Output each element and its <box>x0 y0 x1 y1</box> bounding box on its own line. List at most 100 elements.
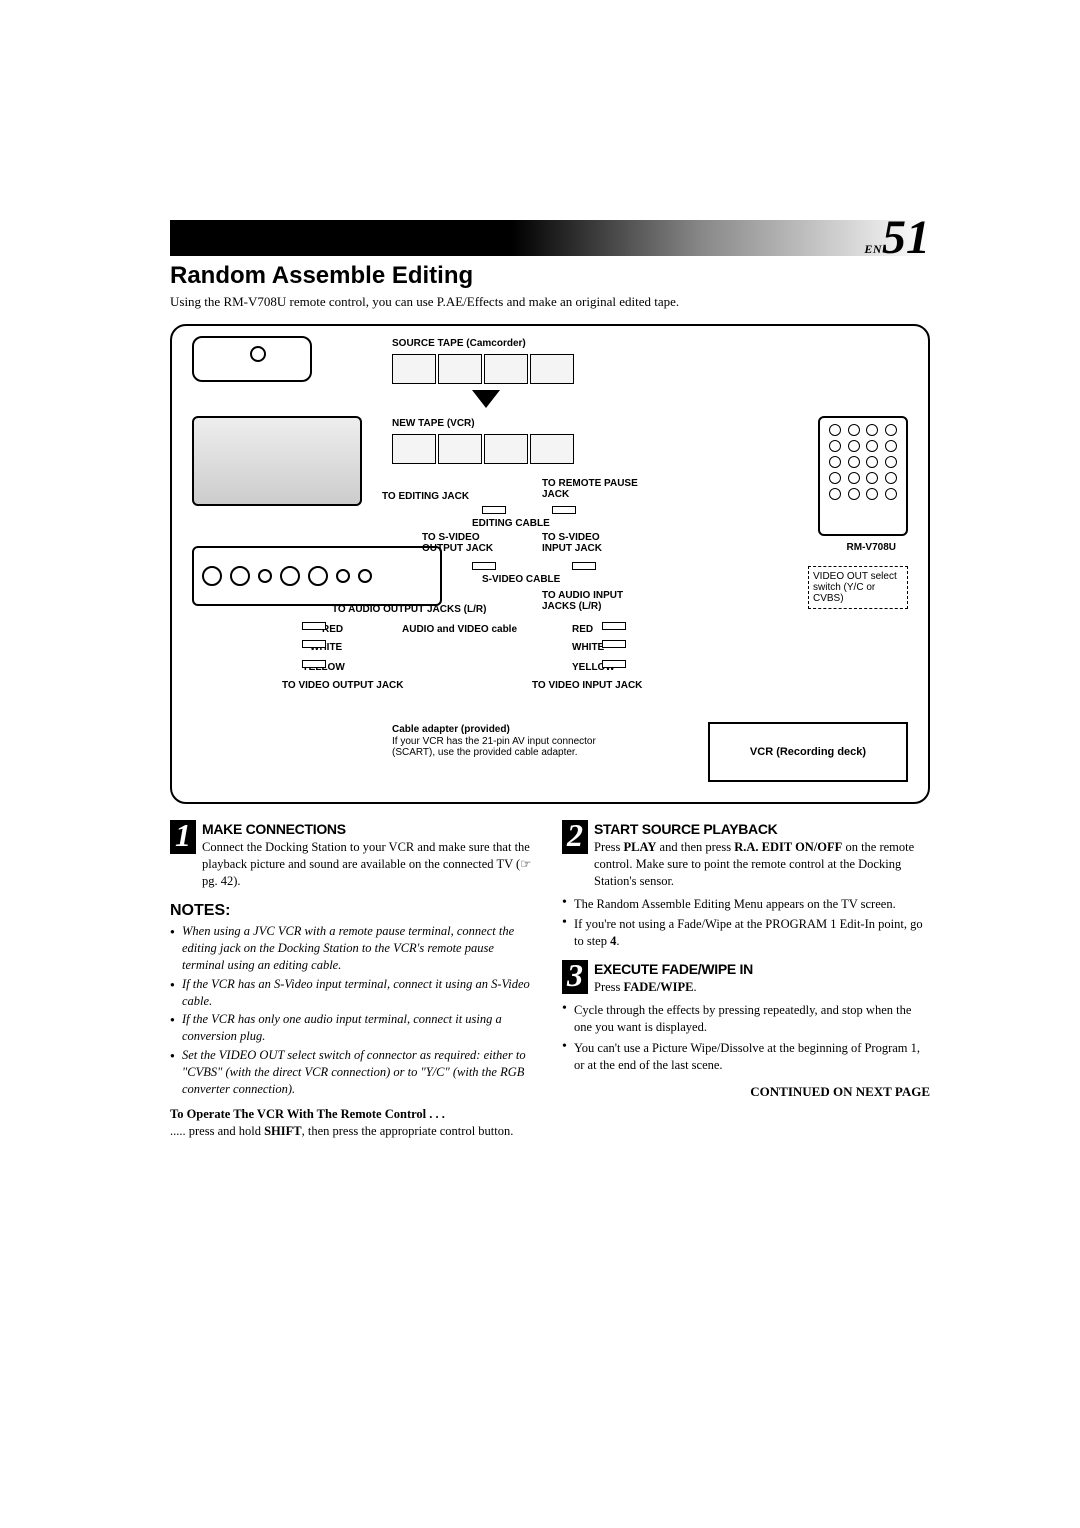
plug-icon <box>602 660 626 668</box>
connection-diagram: SOURCE TAPE (Camcorder) NEW TAPE (VCR) R… <box>170 324 930 804</box>
label-remote-pause: TO REMOTE PAUSE JACK <box>542 478 652 500</box>
jack-icon <box>280 566 300 586</box>
text: , then press the appropriate control but… <box>302 1124 514 1138</box>
bullet-item: Cycle through the effects by pressing re… <box>562 1002 930 1036</box>
instruction-columns: 1 MAKE CONNECTIONS Connect the Docking S… <box>170 820 930 1140</box>
frame-icon <box>530 434 574 464</box>
step-body: Press PLAY and then press R.A. EDIT ON/O… <box>594 839 930 890</box>
ra-edit-key: R.A. EDIT ON/OFF <box>734 840 842 854</box>
step2-bullets: The Random Assemble Editing Menu appears… <box>562 896 930 951</box>
frame-icon <box>484 354 528 384</box>
note-item: If the VCR has an S-Video input terminal… <box>170 976 538 1010</box>
play-key: PLAY <box>624 840 657 854</box>
step-title: START SOURCE PLAYBACK <box>594 820 930 839</box>
label-video-out: VIDEO OUT select switch (Y/C or CVBS) <box>813 571 897 604</box>
step-body: Press FADE/WIPE. <box>594 979 753 996</box>
jack-icon <box>258 569 272 583</box>
label-source-tape: SOURCE TAPE (Camcorder) <box>392 338 526 349</box>
section-title: Random Assemble Editing <box>170 262 930 290</box>
label-video-out-jack: TO VIDEO OUTPUT JACK <box>282 680 404 691</box>
label-white-2: WHITE <box>572 642 604 653</box>
plug-icon <box>602 640 626 648</box>
plug-icon <box>552 506 576 514</box>
label-new-tape: NEW TAPE (VCR) <box>392 418 475 429</box>
step-title: EXECUTE FADE/WIPE IN <box>594 960 753 979</box>
text: . <box>693 980 696 994</box>
frame-icon <box>438 434 482 464</box>
frame-icon <box>392 434 436 464</box>
manual-page: EN51 Random Assemble Editing Using the R… <box>170 220 930 1140</box>
note-item: If the VCR has only one audio input term… <box>170 1011 538 1045</box>
continued-label: CONTINUED ON NEXT PAGE <box>562 1083 930 1101</box>
vcr-operate-body: ..... press and hold SHIFT, then press t… <box>170 1123 538 1140</box>
bullet-item: The Random Assemble Editing Menu appears… <box>562 896 930 913</box>
plug-icon <box>472 562 496 570</box>
plug-icon <box>602 622 626 630</box>
label-editing-jack: TO EDITING JACK <box>382 491 469 502</box>
notes-list: When using a JVC VCR with a remote pause… <box>170 923 538 1098</box>
note-item: Set the VIDEO OUT select switch of conne… <box>170 1047 538 1098</box>
docking-station-icon <box>192 416 362 506</box>
text: Press <box>594 980 624 994</box>
jack-icon <box>358 569 372 583</box>
vcr-label: VCR (Recording deck) <box>750 746 866 758</box>
video-out-select-box: VIDEO OUT select switch (Y/C or CVBS) <box>808 566 908 609</box>
text: . <box>616 934 619 948</box>
fade-wipe-key: FADE/WIPE <box>624 980 694 994</box>
step-number: 1 <box>170 820 196 854</box>
jack-icon <box>202 566 222 586</box>
source-tape-frames <box>392 354 574 384</box>
label-cable-adapter-body: If your VCR has the 21-pin AV input conn… <box>392 736 602 758</box>
plug-icon <box>302 640 326 648</box>
arrow-down-icon <box>472 390 500 408</box>
label-svideo-cable: S-VIDEO CABLE <box>482 574 560 585</box>
back-panel-icon <box>192 546 442 606</box>
camcorder-lens-icon <box>250 346 266 362</box>
plug-icon <box>302 660 326 668</box>
label-av-cable: AUDIO and VIDEO cable <box>402 624 517 635</box>
label-video-in-jack: TO VIDEO INPUT JACK <box>532 680 642 691</box>
vcr-box: VCR (Recording deck) <box>708 722 908 782</box>
step-title: MAKE CONNECTIONS <box>202 820 538 839</box>
note-item: When using a JVC VCR with a remote pause… <box>170 923 538 974</box>
step3-bullets: Cycle through the effects by pressing re… <box>562 1002 930 1074</box>
vcr-operate-heading: To Operate The VCR With The Remote Contr… <box>170 1106 538 1123</box>
jack-icon <box>230 566 250 586</box>
label-remote-model: RM-V708U <box>847 542 896 553</box>
frame-icon <box>438 354 482 384</box>
jack-icon <box>336 569 350 583</box>
plug-icon <box>482 506 506 514</box>
plug-icon <box>302 622 326 630</box>
step-content: START SOURCE PLAYBACK Press PLAY and the… <box>594 820 930 890</box>
new-tape-frames <box>392 434 574 464</box>
frame-icon <box>392 354 436 384</box>
label-red-2: RED <box>572 624 593 635</box>
text: ..... press and hold <box>170 1124 264 1138</box>
step-body: Connect the Docking Station to your VCR … <box>202 839 538 890</box>
step-1: 1 MAKE CONNECTIONS Connect the Docking S… <box>170 820 538 890</box>
intro-text: Using the RM-V708U remote control, you c… <box>170 294 930 310</box>
label-editing-cable: EDITING CABLE <box>472 518 550 529</box>
text: and then press <box>656 840 734 854</box>
page-number: EN51 <box>864 210 930 265</box>
notes-heading: NOTES: <box>170 900 538 922</box>
right-column: 2 START SOURCE PLAYBACK Press PLAY and t… <box>562 820 930 1140</box>
frame-icon <box>530 354 574 384</box>
lang-prefix: EN <box>864 242 882 256</box>
page-header-gradient: EN51 <box>170 220 930 256</box>
label-cable-adapter-title: Cable adapter (provided) <box>392 724 510 735</box>
text: If you're not using a Fade/Wipe at the P… <box>574 917 923 948</box>
step-number: 2 <box>562 820 588 854</box>
left-column: 1 MAKE CONNECTIONS Connect the Docking S… <box>170 820 538 1140</box>
step-3: 3 EXECUTE FADE/WIPE IN Press FADE/WIPE. <box>562 960 930 996</box>
label-audio-in: TO AUDIO INPUT JACKS (L/R) <box>542 590 652 612</box>
jack-icon <box>308 566 328 586</box>
label-svideo-out: TO S-VIDEO OUTPUT JACK <box>422 532 512 554</box>
shift-key: SHIFT <box>264 1124 302 1138</box>
page-num-value: 51 <box>882 211 930 264</box>
frame-icon <box>484 434 528 464</box>
label-audio-out: TO AUDIO OUTPUT JACKS (L/R) <box>332 604 486 615</box>
remote-control-icon <box>818 416 908 536</box>
bullet-item: If you're not using a Fade/Wipe at the P… <box>562 916 930 950</box>
step-content: MAKE CONNECTIONS Connect the Docking Sta… <box>202 820 538 890</box>
